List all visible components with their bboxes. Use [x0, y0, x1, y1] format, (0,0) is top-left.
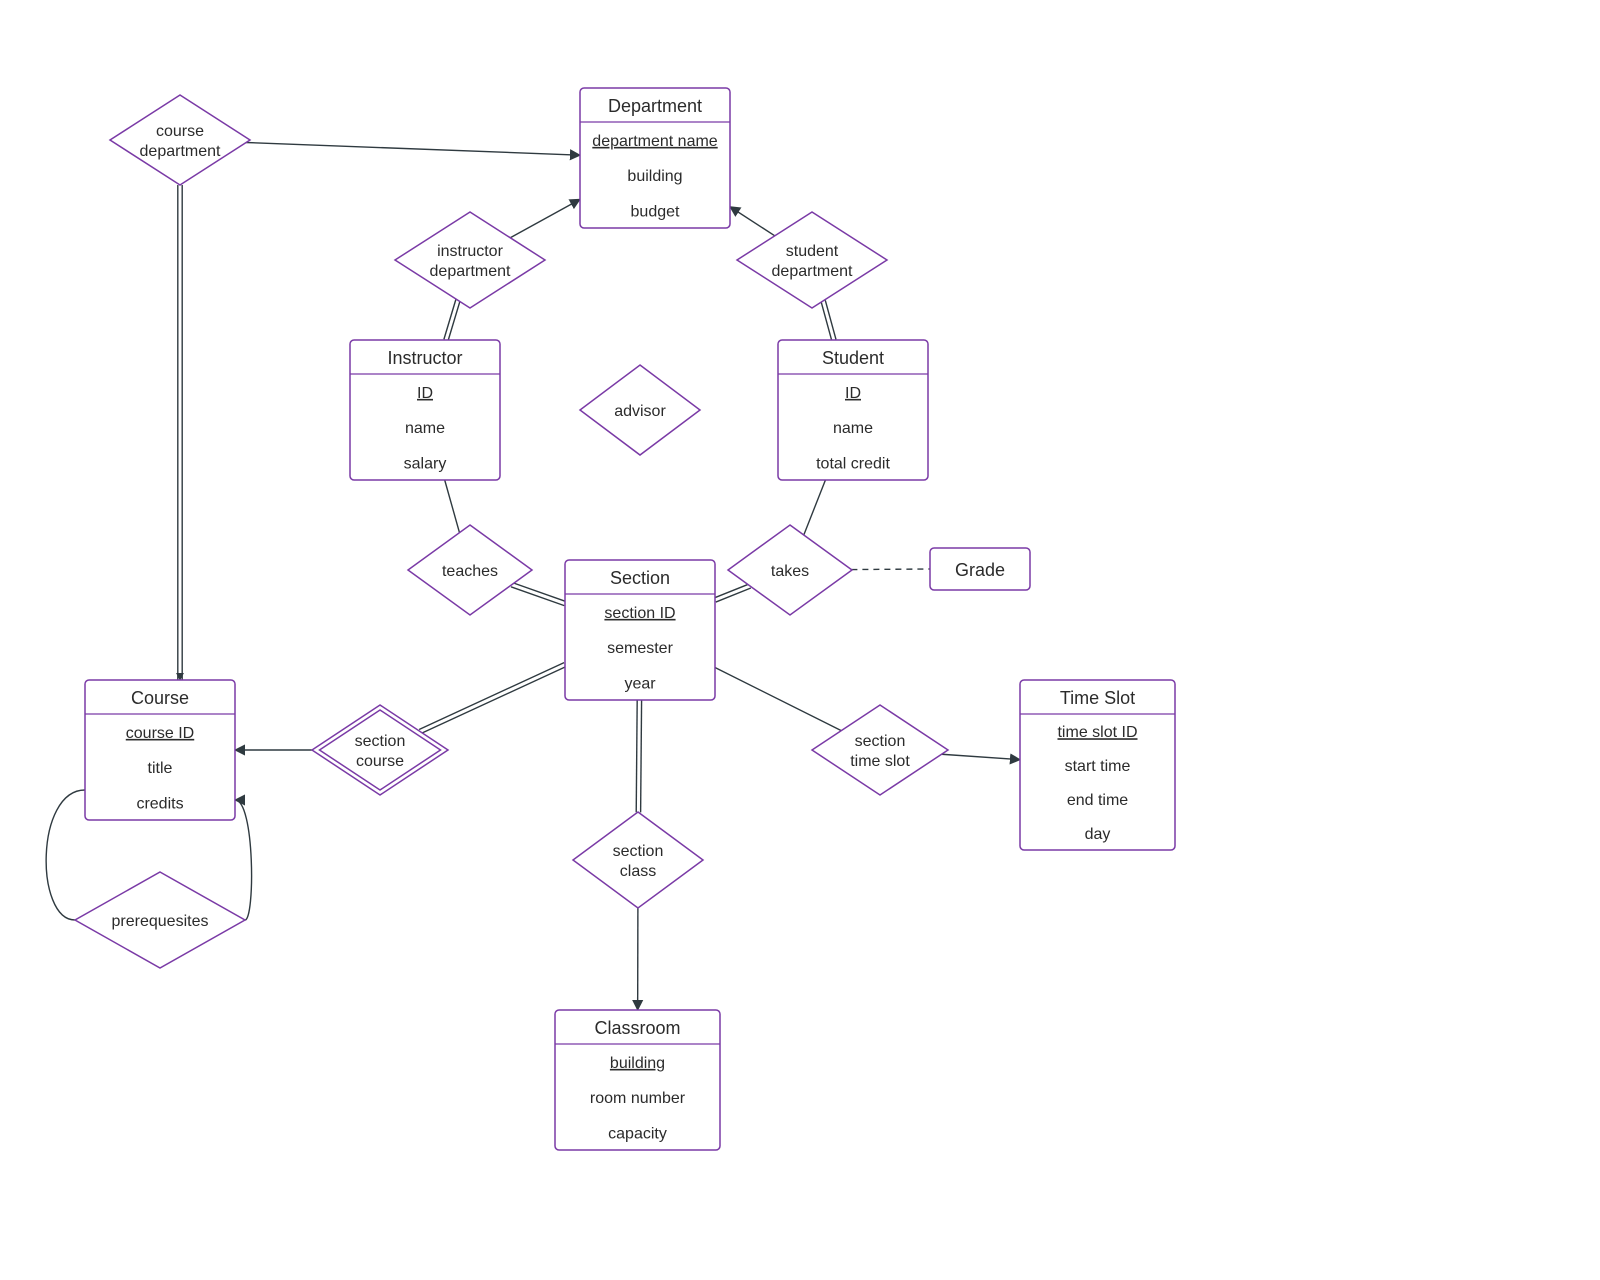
svg-text:time slot: time slot — [850, 753, 910, 770]
svg-text:department: department — [430, 263, 511, 280]
attr: course ID — [126, 725, 194, 742]
attr: room number — [590, 1090, 686, 1107]
relationship-section_course: section course — [312, 705, 448, 795]
attr: building — [610, 1055, 665, 1072]
attr: capacity — [608, 1126, 667, 1143]
relationship-section_class: section class — [573, 812, 703, 908]
edges-group — [46, 143, 1020, 1010]
svg-text:department: department — [140, 143, 221, 160]
attr: year — [624, 676, 656, 693]
entity-title: Department — [608, 96, 702, 116]
svg-text:student: student — [786, 243, 839, 260]
svg-text:section: section — [855, 733, 906, 750]
relationship-advisor: advisor — [580, 365, 700, 455]
attr: building — [627, 168, 682, 185]
svg-text:section: section — [613, 843, 664, 860]
attr: time slot ID — [1057, 724, 1137, 741]
attr: name — [405, 420, 445, 437]
entity-title: Section — [610, 568, 670, 588]
entity-title: Grade — [955, 560, 1005, 580]
attr: name — [833, 420, 873, 437]
attr: total credit — [816, 456, 890, 473]
entity-section: Section section ID semester year — [565, 560, 715, 700]
entity-course: Course course ID title credits — [85, 680, 235, 820]
relationship-teaches: teaches — [408, 525, 532, 615]
attr: salary — [404, 456, 447, 473]
entity-classroom: Classroom building room number capacity — [555, 1010, 720, 1150]
relationship-course_department: course department — [110, 95, 250, 185]
entity-grade: Grade — [930, 548, 1030, 590]
attr: start time — [1065, 758, 1131, 775]
attr: credits — [136, 796, 183, 813]
attr: ID — [845, 385, 861, 402]
relationship-section_timeslot: section time slot — [812, 705, 948, 795]
entity-student: Student ID name total credit — [778, 340, 928, 480]
svg-text:prerequesites: prerequesites — [112, 913, 209, 930]
attr: budget — [631, 204, 680, 221]
svg-text:class: class — [620, 863, 656, 880]
svg-text:section: section — [355, 733, 406, 750]
entity-title: Course — [131, 688, 189, 708]
relationship-takes: takes — [728, 525, 852, 615]
svg-text:advisor: advisor — [614, 403, 666, 420]
attr: semester — [607, 640, 673, 657]
entity-timeslot: Time Slot time slot ID start time end time d… — [1020, 680, 1175, 850]
attr: department name — [592, 133, 718, 150]
entities-group: Department department name building budget I… — [85, 88, 1175, 1150]
entity-title: Time Slot — [1060, 688, 1135, 708]
entity-title: Classroom — [594, 1018, 680, 1038]
svg-text:instructor: instructor — [437, 243, 503, 260]
attr: end time — [1067, 792, 1128, 809]
entity-title: Instructor — [387, 348, 462, 368]
attr: ID — [417, 385, 433, 402]
svg-text:course: course — [156, 123, 204, 140]
svg-text:course: course — [356, 753, 404, 770]
svg-text:department: department — [772, 263, 853, 280]
er-diagram: course department instructor department stud… — [0, 0, 1600, 1280]
entity-title: Student — [822, 348, 884, 368]
svg-text:takes: takes — [771, 563, 809, 580]
entity-instructor: Instructor ID name salary — [350, 340, 500, 480]
relationship-prerequisites: prerequesites — [75, 872, 245, 968]
relationships-group: course department instructor department stud… — [75, 95, 948, 968]
relationship-instructor_department: instructor department — [395, 212, 545, 308]
svg-text:teaches: teaches — [442, 563, 498, 580]
attr: section ID — [604, 605, 675, 622]
entity-department: Department department name building budget — [580, 88, 730, 228]
attr: title — [148, 760, 173, 777]
attr: day — [1085, 826, 1111, 843]
